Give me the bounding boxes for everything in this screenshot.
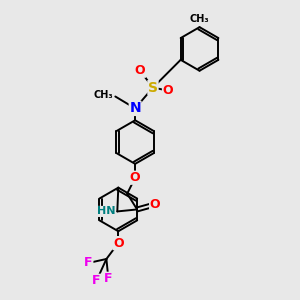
Text: CH₃: CH₃ xyxy=(190,14,209,24)
Text: O: O xyxy=(163,84,173,97)
Text: O: O xyxy=(113,237,124,250)
Text: CH₃: CH₃ xyxy=(94,89,113,100)
Text: F: F xyxy=(104,272,112,285)
Text: F: F xyxy=(84,256,93,269)
Text: O: O xyxy=(135,64,146,77)
Text: HN: HN xyxy=(97,206,115,216)
Text: S: S xyxy=(148,81,158,94)
Text: O: O xyxy=(130,171,140,184)
Text: N: N xyxy=(129,101,141,116)
Text: O: O xyxy=(150,198,160,211)
Text: F: F xyxy=(92,274,101,287)
